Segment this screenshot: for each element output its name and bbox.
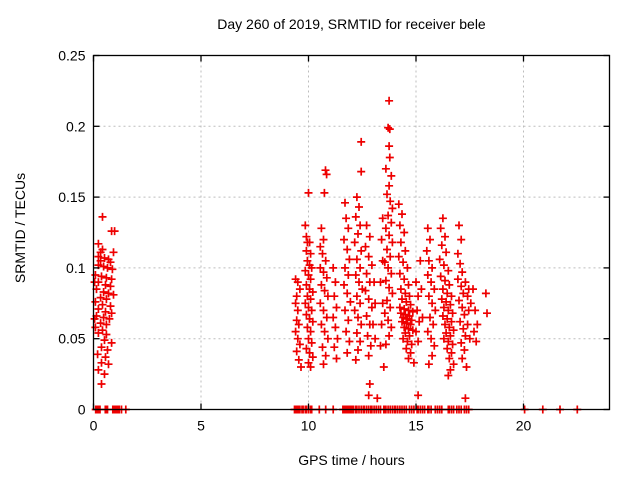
y-tick-label: 0.2 [66,118,86,134]
y-tick-label: 0 [78,402,86,418]
x-axis-label: GPS time / hours [298,452,405,468]
y-tick-label: 0.1 [66,260,86,276]
y-tick-label: 0.15 [58,189,85,205]
x-tick-label: 10 [301,418,317,434]
x-tick-label: 5 [197,418,205,434]
x-tick-label: 0 [90,418,98,434]
plot-border [92,54,611,411]
x-tick-label: 15 [408,418,424,434]
x-tick-label: 20 [516,418,532,434]
y-tick-label: 0.25 [58,48,85,64]
y-tick-label: 0.05 [58,331,85,347]
chart-title: Day 260 of 2019, SRMTID for receiver bel… [217,16,486,32]
y-axis-label: SRMTID / TECUs [12,172,28,284]
data-points [90,96,582,414]
